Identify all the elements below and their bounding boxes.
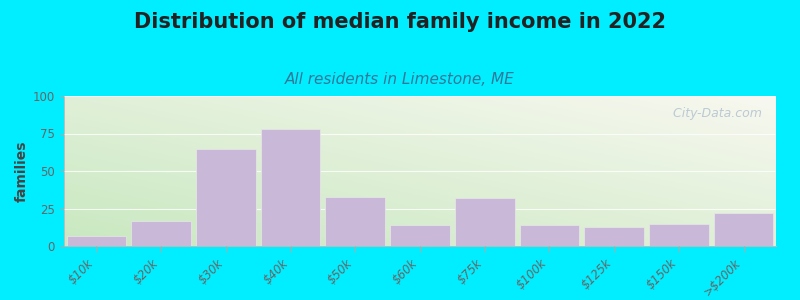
Bar	[261, 129, 320, 246]
Bar	[66, 236, 126, 246]
Bar	[131, 220, 191, 246]
Y-axis label: families: families	[14, 140, 29, 202]
Bar	[390, 225, 450, 246]
Bar	[520, 225, 579, 246]
Bar	[326, 196, 385, 246]
Text: City-Data.com: City-Data.com	[665, 106, 762, 119]
Bar	[196, 148, 255, 246]
Bar	[649, 224, 709, 246]
Text: Distribution of median family income in 2022: Distribution of median family income in …	[134, 12, 666, 32]
Bar	[455, 198, 514, 246]
Text: All residents in Limestone, ME: All residents in Limestone, ME	[285, 72, 515, 87]
Bar	[585, 226, 644, 246]
Bar	[714, 213, 774, 246]
